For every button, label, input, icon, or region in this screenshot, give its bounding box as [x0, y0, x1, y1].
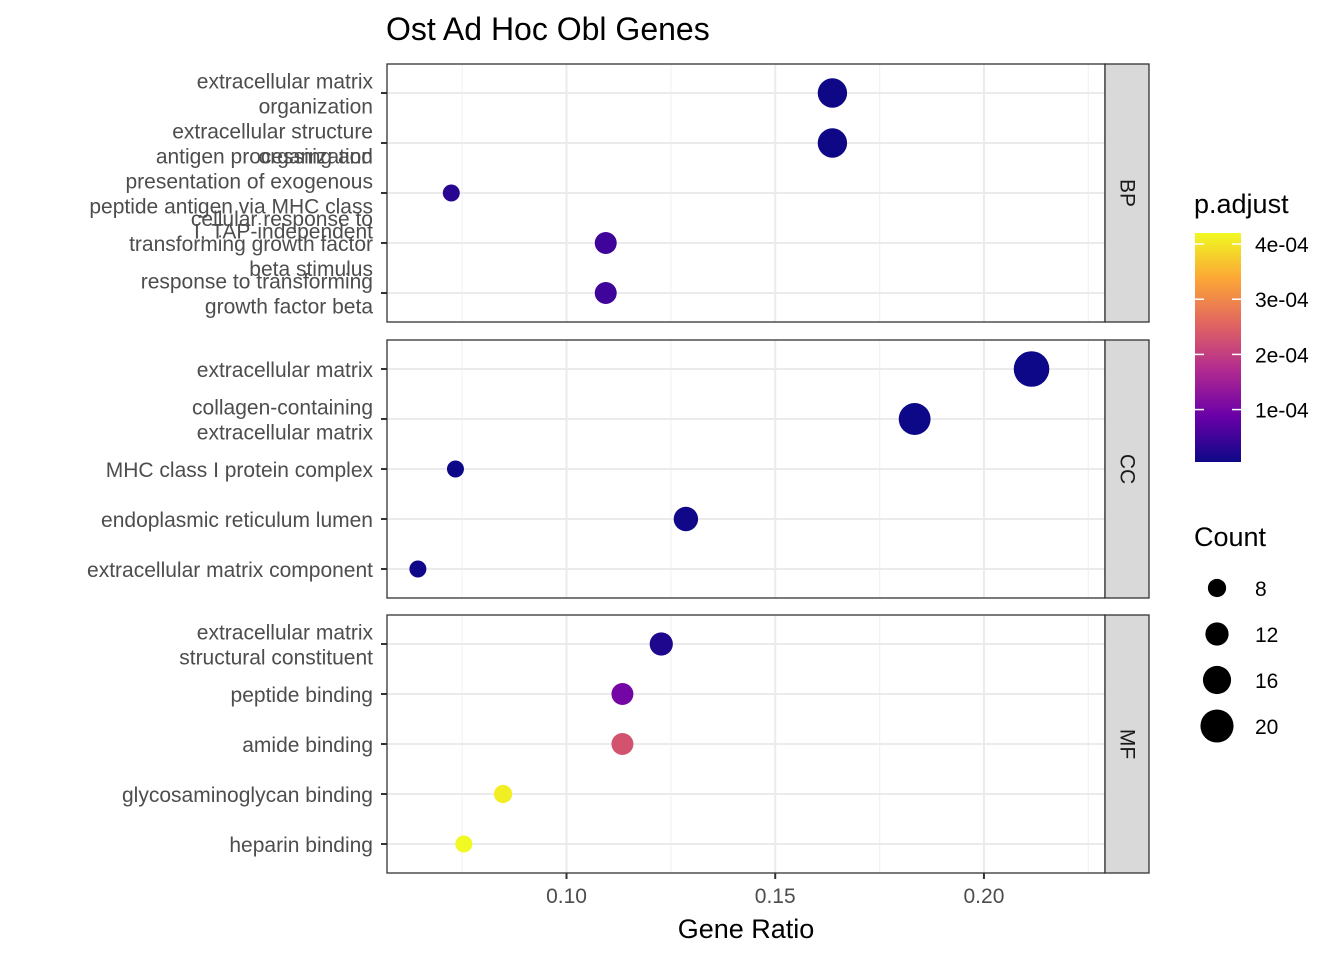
data-point	[611, 733, 634, 755]
color-tick-label: 2e-04	[1255, 344, 1309, 367]
size-legend-title: Count	[1194, 522, 1267, 552]
y-tick-label: response to transforming growth factor be…	[141, 271, 374, 319]
y-tick-label: endoplasmic reticulum lumen	[101, 509, 373, 532]
chart-title: Ost Ad Hoc Obl Genes	[386, 11, 710, 47]
data-point	[611, 683, 634, 705]
y-tick-label: peptide binding	[231, 684, 373, 707]
x-axis: 0.10 0.15 0.20	[546, 873, 1004, 908]
y-tick-label: extracellular matrix organization	[197, 71, 374, 119]
size-legend-dot	[1205, 622, 1229, 646]
y-tick-label: extracellular matrix component	[87, 559, 373, 582]
data-point	[817, 78, 848, 108]
data-point	[409, 560, 427, 578]
color-tick-label: 3e-04	[1255, 289, 1309, 312]
facet-panel-bp: extracellular matrix organizationextracel…	[89, 63, 1150, 323]
size-legend-label: 8	[1255, 578, 1267, 601]
x-tick-label: 0.15	[755, 885, 796, 908]
size-legend-label: 20	[1255, 716, 1278, 739]
x-axis-label: Gene Ratio	[678, 914, 815, 944]
facet-strip	[1104, 614, 1150, 874]
facet-strip	[1104, 63, 1150, 323]
y-tick-label: heparin binding	[229, 834, 373, 857]
data-point	[455, 835, 473, 853]
facet-panels: extracellular matrix organizationextracel…	[87, 63, 1150, 874]
y-tick-label: MHC class I protein complex	[106, 459, 374, 482]
y-tick-label: cellular response to transforming growth …	[129, 208, 373, 281]
data-point	[817, 128, 848, 158]
facet-strip-label: CC	[1116, 454, 1139, 484]
data-point	[446, 460, 464, 478]
data-point	[673, 506, 699, 532]
data-point	[442, 184, 460, 202]
facet-strip-label: BP	[1116, 179, 1139, 207]
y-tick-label: antigen processing and presentation of ex…	[89, 146, 373, 244]
data-point	[594, 232, 617, 254]
x-tick-label: 0.10	[546, 885, 587, 908]
size-legend-dot	[1207, 578, 1227, 598]
facet-strip-label: MF	[1116, 729, 1139, 759]
data-point	[594, 282, 617, 304]
color-legend-title: p.adjust	[1194, 189, 1289, 219]
data-point	[1013, 351, 1050, 387]
color-legend: p.adjust 1e-04 2e-04 3e-04 4e-04	[1194, 189, 1309, 462]
color-legend-bar	[1195, 233, 1241, 462]
data-point	[649, 632, 673, 656]
y-tick-label: extracellular matrix	[197, 359, 374, 382]
color-tick-label: 4e-04	[1255, 234, 1309, 257]
size-legend-label: 12	[1255, 624, 1278, 647]
size-legend-label: 16	[1255, 670, 1278, 693]
y-tick-label: extracellular matrix structural constitue…	[179, 622, 373, 670]
size-legend-keys: 8 12 16 20	[1200, 578, 1278, 743]
color-legend-ticks: 1e-04 2e-04 3e-04 4e-04	[1195, 234, 1309, 423]
size-legend-dot	[1202, 665, 1232, 695]
data-point	[898, 403, 931, 435]
y-tick-label: amide binding	[242, 734, 373, 757]
y-tick-label: collagen-containing extracellular matrix	[192, 397, 373, 445]
x-tick-label: 0.20	[964, 885, 1005, 908]
y-tick-label: extracellular structure organization	[172, 121, 373, 169]
facet-panel-cc: extracellular matrix collagen-containing e…	[87, 339, 1150, 599]
facet-strip	[1104, 339, 1150, 599]
size-legend-dot	[1200, 709, 1234, 743]
y-tick-label: glycosaminoglycan binding	[122, 784, 373, 807]
facet-panel-mf: extracellular matrix structural constitue…	[122, 614, 1150, 874]
size-legend: Count 8 12 16 20	[1194, 522, 1278, 743]
data-point	[493, 784, 513, 804]
color-tick-label: 1e-04	[1255, 400, 1309, 423]
